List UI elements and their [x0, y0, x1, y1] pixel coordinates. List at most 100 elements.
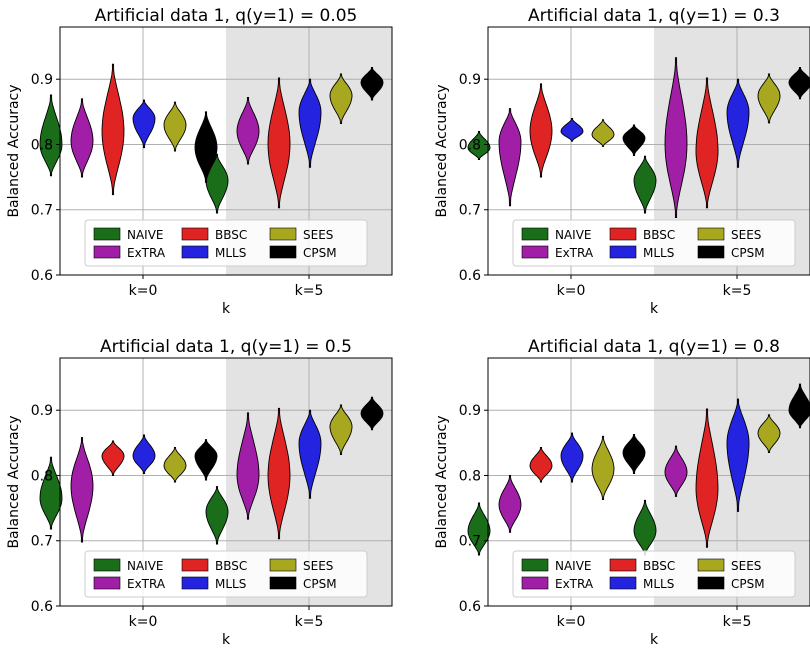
violin-sees-k0 — [163, 101, 187, 152]
legend-swatch-mlls — [609, 245, 637, 259]
y-axis-label: Balanced Accuracy — [434, 415, 450, 548]
legend-label-extra: ExTRA — [555, 246, 594, 260]
violin-extra-k0 — [70, 437, 94, 543]
legend-swatch-naive — [93, 227, 121, 241]
violin-cpsm-k0 — [194, 439, 218, 481]
ytick-label-0: 0.6 — [31, 268, 53, 284]
ytick-label-1: 0.7 — [31, 534, 53, 550]
violin-cpsm-k5 — [788, 383, 810, 429]
chart-panel-2: 0.6 0.7 0.8 0.9 k=0 k=5 k Balanced Accuracy Arti… — [434, 6, 810, 317]
axes-frame — [487, 26, 810, 276]
violin-mlls-k0 — [132, 434, 156, 474]
xtick-label-1: k=5 — [295, 283, 324, 299]
violin-sees-k5 — [329, 404, 353, 456]
ytick-label-0: 0.6 — [459, 599, 481, 615]
ytick-label-2: 0.8 — [31, 468, 53, 484]
legend-label-cpsm: CPSM — [731, 246, 765, 260]
chart-title: Artificial data 1, q(y=1) = 0.8 — [528, 337, 780, 357]
violin-cpsm-k0 — [622, 124, 646, 157]
violin-naive-k0 — [39, 456, 63, 530]
legend-swatch-sees — [697, 558, 725, 572]
chart-title: Artificial data 1, q(y=1) = 0.3 — [528, 6, 780, 26]
x-axis-label: k — [650, 632, 659, 648]
legend-label-cpsm: CPSM — [303, 246, 337, 260]
violin-bbsc-k0 — [101, 63, 125, 196]
violin-cpsm-k0 — [622, 433, 646, 474]
violin-naive-k0 — [39, 94, 63, 177]
violin-cpsm-k5 — [788, 67, 810, 100]
legend-swatch-naive — [521, 558, 549, 572]
ytick-label-3: 0.9 — [31, 72, 53, 88]
legend-label-naive: NAIVE — [555, 559, 592, 573]
violin-extra-k5 — [664, 57, 688, 219]
xtick-label-0: k=0 — [129, 283, 158, 299]
ytick-label-3: 0.9 — [31, 403, 53, 419]
violin-mlls-k5 — [298, 409, 322, 499]
violin-bbsc-k0 — [529, 83, 553, 178]
ytick-label-2: 0.8 — [459, 468, 481, 484]
legend-swatch-extra — [521, 245, 549, 259]
violin-naive-k5 — [633, 155, 657, 214]
violin-extra-k0 — [498, 108, 522, 207]
legend-swatch-bbsc — [609, 227, 637, 241]
legend-label-mlls: MLLS — [215, 246, 246, 260]
violin-extra-k5 — [664, 445, 688, 497]
ytick-label-3: 0.9 — [459, 403, 481, 419]
legend-swatch-cpsm — [697, 245, 725, 259]
legend-label-bbsc: BBSC — [643, 559, 675, 573]
legend-box — [512, 550, 796, 598]
chart-panel-3: 0.6 0.7 0.8 0.9 k=0 k=5 k Balanced Accuracy Arti… — [6, 337, 393, 648]
xtick-label-1: k=5 — [723, 283, 752, 299]
legend-label-extra: ExTRA — [555, 577, 594, 591]
legend-label-mlls: MLLS — [643, 246, 674, 260]
legend-swatch-extra — [93, 245, 121, 259]
legend-label-bbsc: BBSC — [215, 559, 247, 573]
legend-swatch-naive — [521, 227, 549, 241]
violin-sees-k0 — [591, 119, 615, 147]
violin-sees-k5 — [757, 73, 781, 124]
legend-label-sees: SEES — [731, 228, 761, 242]
chart-title: Artificial data 1, q(y=1) = 0.5 — [100, 337, 352, 357]
chart-title: Artificial data 1, q(y=1) = 0.05 — [95, 6, 358, 26]
violin-mlls-k0 — [132, 99, 156, 149]
legend-swatch-cpsm — [697, 576, 725, 590]
violin-sees-k5 — [329, 73, 353, 125]
y-axis-label: Balanced Accuracy — [434, 84, 450, 217]
legend-label-mlls: MLLS — [643, 577, 674, 591]
legend-box — [84, 219, 368, 267]
legend-swatch-extra — [521, 576, 549, 590]
violin-sees-k5 — [757, 414, 781, 454]
y-axis-label: Balanced Accuracy — [6, 84, 22, 217]
violin-bbsc-k5 — [695, 408, 719, 548]
legend-swatch-sees — [269, 227, 297, 241]
violin-mlls-k0 — [560, 117, 584, 142]
legend-label-sees: SEES — [731, 559, 761, 573]
x-axis-label: k — [222, 632, 231, 648]
legend-label-naive: NAIVE — [555, 228, 592, 242]
violin-cpsm-k5 — [360, 396, 384, 431]
chart-panel-1: 0.6 0.7 0.8 0.9 k=0 k=5 k Balanced Accuracy Arti… — [6, 6, 393, 317]
axes-frame — [59, 26, 393, 276]
legend-swatch-extra — [93, 576, 121, 590]
xtick-label-0: k=0 — [557, 614, 586, 630]
legend-swatch-cpsm — [269, 576, 297, 590]
legend-swatch-sees — [697, 227, 725, 241]
ytick-label-1: 0.7 — [31, 203, 53, 219]
violin-mlls-k5 — [298, 78, 322, 168]
legend-label-naive: NAIVE — [127, 559, 164, 573]
x-axis-label: k — [650, 301, 659, 317]
axes-frame — [487, 357, 810, 607]
legend-label-mlls: MLLS — [215, 577, 246, 591]
legend-swatch-mlls — [181, 576, 209, 590]
xtick-label-1: k=5 — [295, 614, 324, 630]
ytick-label-0: 0.6 — [459, 268, 481, 284]
chart-panel-4: 0.6 0.7 0.8 0.9 k=0 k=5 k Balanced Accuracy Arti… — [434, 337, 810, 648]
violin-bbsc-k5 — [695, 77, 719, 209]
legend-swatch-bbsc — [181, 558, 209, 572]
violin-bbsc-k0 — [101, 440, 125, 476]
legend-box — [512, 219, 796, 267]
violin-cpsm-k0 — [194, 111, 218, 183]
xtick-label-1: k=5 — [723, 614, 752, 630]
violin-bbsc-k5 — [267, 407, 291, 540]
